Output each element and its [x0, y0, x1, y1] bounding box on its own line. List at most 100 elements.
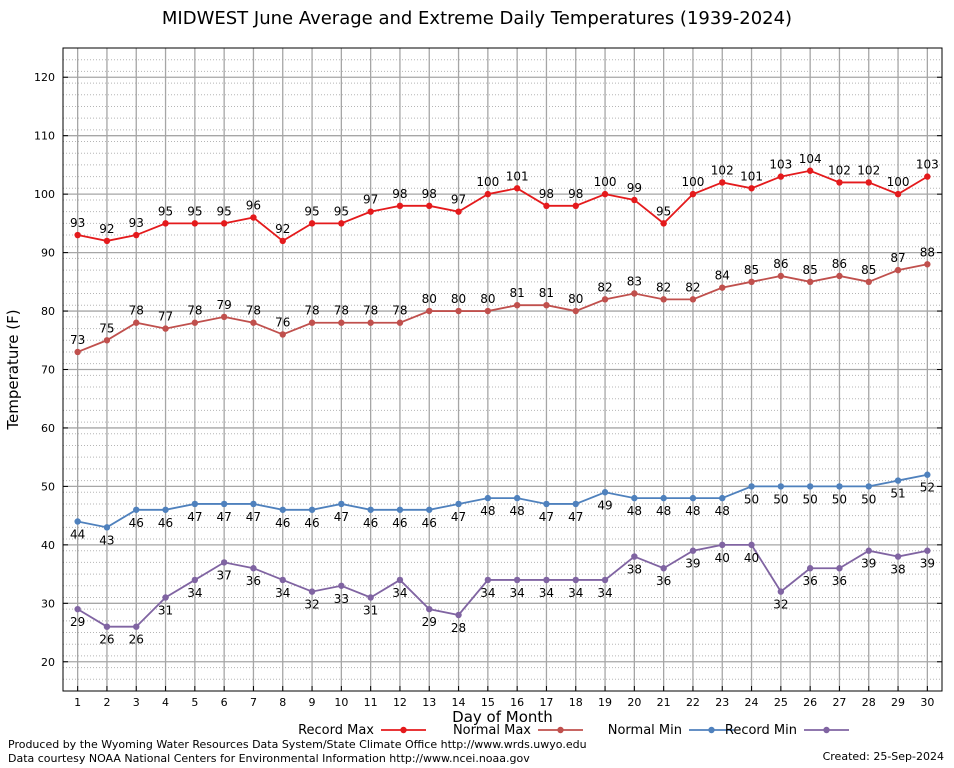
data-point: [572, 202, 579, 210]
data-point: [777, 173, 785, 180]
series-layer: 93 92 93 95 95 95 96 92 95 95 97 98 98 97 100 101 98 98 10…: [70, 152, 939, 647]
data-label: 52: [920, 481, 935, 495]
data-label: 73: [70, 333, 85, 347]
credit-line-1: Produced by the Wyoming Water Resources …: [8, 738, 587, 751]
data-label: 103: [769, 158, 792, 172]
data-point: [103, 623, 111, 630]
data-label: 78: [304, 304, 319, 318]
data-point: [601, 190, 609, 198]
data-label: 99: [627, 181, 642, 195]
data-point: [338, 319, 345, 326]
data-label: 80: [480, 292, 495, 306]
data-point: [338, 220, 345, 227]
data-point: [924, 173, 931, 180]
data-point: [484, 576, 492, 584]
x-tick-label: 9: [309, 696, 316, 709]
data-label: 93: [129, 216, 144, 230]
legend-marker: [557, 726, 564, 734]
x-tick-label: 5: [191, 696, 198, 709]
data-label: 38: [890, 563, 905, 577]
data-point: [162, 594, 169, 601]
x-tick-label: 12: [393, 696, 407, 709]
data-point: [308, 588, 316, 595]
data-point: [836, 565, 843, 572]
data-point: [279, 506, 286, 513]
data-point: [338, 500, 345, 508]
data-point: [543, 302, 550, 309]
data-label: 48: [656, 504, 671, 518]
data-point: [484, 307, 492, 315]
data-label: 100: [681, 175, 704, 189]
x-tick-label: 11: [364, 696, 378, 709]
data-label: 50: [773, 492, 788, 506]
data-point: [133, 623, 140, 630]
data-point: [308, 506, 316, 513]
data-label: 82: [597, 280, 612, 294]
data-point: [191, 576, 199, 584]
x-tick-label: 7: [250, 696, 257, 709]
data-point: [455, 611, 462, 619]
data-label: 78: [392, 304, 407, 318]
x-tick-label: 30: [920, 696, 934, 709]
data-label: 36: [803, 574, 818, 588]
series-line: [77, 263, 928, 353]
created-date: Created: 25-Sep-2024: [822, 750, 944, 763]
data-point: [455, 500, 462, 508]
data-label: 96: [246, 199, 261, 213]
data-point: [133, 231, 140, 239]
data-point: [631, 290, 638, 297]
data-point: [484, 494, 492, 502]
x-tick-label: 25: [774, 696, 788, 709]
data-point: [308, 220, 316, 227]
data-point: [191, 220, 199, 227]
data-label: 32: [304, 598, 319, 612]
data-point: [396, 202, 404, 210]
legend-marker: [400, 726, 407, 734]
data-point: [719, 179, 726, 186]
data-label: 95: [656, 204, 671, 218]
data-point: [719, 541, 726, 549]
data-label: 38: [627, 563, 642, 577]
x-tick-label: 27: [832, 696, 846, 709]
data-label: 50: [744, 492, 759, 506]
data-label: 98: [422, 187, 437, 201]
x-tick-label: 22: [686, 696, 700, 709]
data-label: 39: [861, 557, 876, 571]
data-label: 103: [916, 158, 939, 172]
data-point: [338, 582, 345, 589]
data-point: [308, 319, 316, 326]
data-label: 102: [711, 163, 734, 177]
legend-item: Record Min: [725, 723, 849, 738]
data-point: [367, 319, 374, 326]
y-axis-label: Temperature (F): [4, 309, 22, 430]
series-record-max: 93 92 93 95 95 95 96 92 95 95 97 98 98 97 100 101 98 98 10…: [70, 152, 939, 245]
data-point: [601, 489, 609, 496]
series-normal-max: 73 75 78 77 78 79 78 76 78 78 78 78 80 80 80 81 81 80 82 83…: [70, 245, 935, 356]
data-point: [894, 266, 902, 274]
data-point: [513, 576, 521, 584]
x-axis-label: Day of Month: [452, 708, 553, 726]
series-normal-min: 44 43 46 46 47 47 47 46 46 47 46 46 46 47 48 48 47 47 49 48…: [70, 471, 935, 547]
data-label: 104: [799, 152, 822, 166]
data-label: 101: [506, 169, 529, 183]
data-label: 32: [773, 598, 788, 612]
data-point: [367, 594, 374, 601]
data-label: 95: [334, 204, 349, 218]
legend-label: Normal Max: [453, 723, 531, 738]
data-label: 85: [803, 263, 818, 277]
data-point: [484, 190, 492, 198]
y-tick-label: 90: [41, 247, 55, 260]
y-tick-label: 50: [41, 480, 55, 493]
data-label: 48: [480, 504, 495, 518]
data-point: [220, 500, 228, 508]
data-point: [543, 202, 550, 210]
data-point: [601, 296, 609, 303]
x-tick-label: 13: [422, 696, 436, 709]
data-point: [133, 506, 140, 513]
credit-line-2: Data courtesy NOAA National Centers for …: [8, 752, 530, 765]
data-label: 78: [246, 304, 261, 318]
data-label: 50: [861, 492, 876, 506]
data-point: [74, 518, 81, 525]
data-point: [924, 261, 931, 268]
